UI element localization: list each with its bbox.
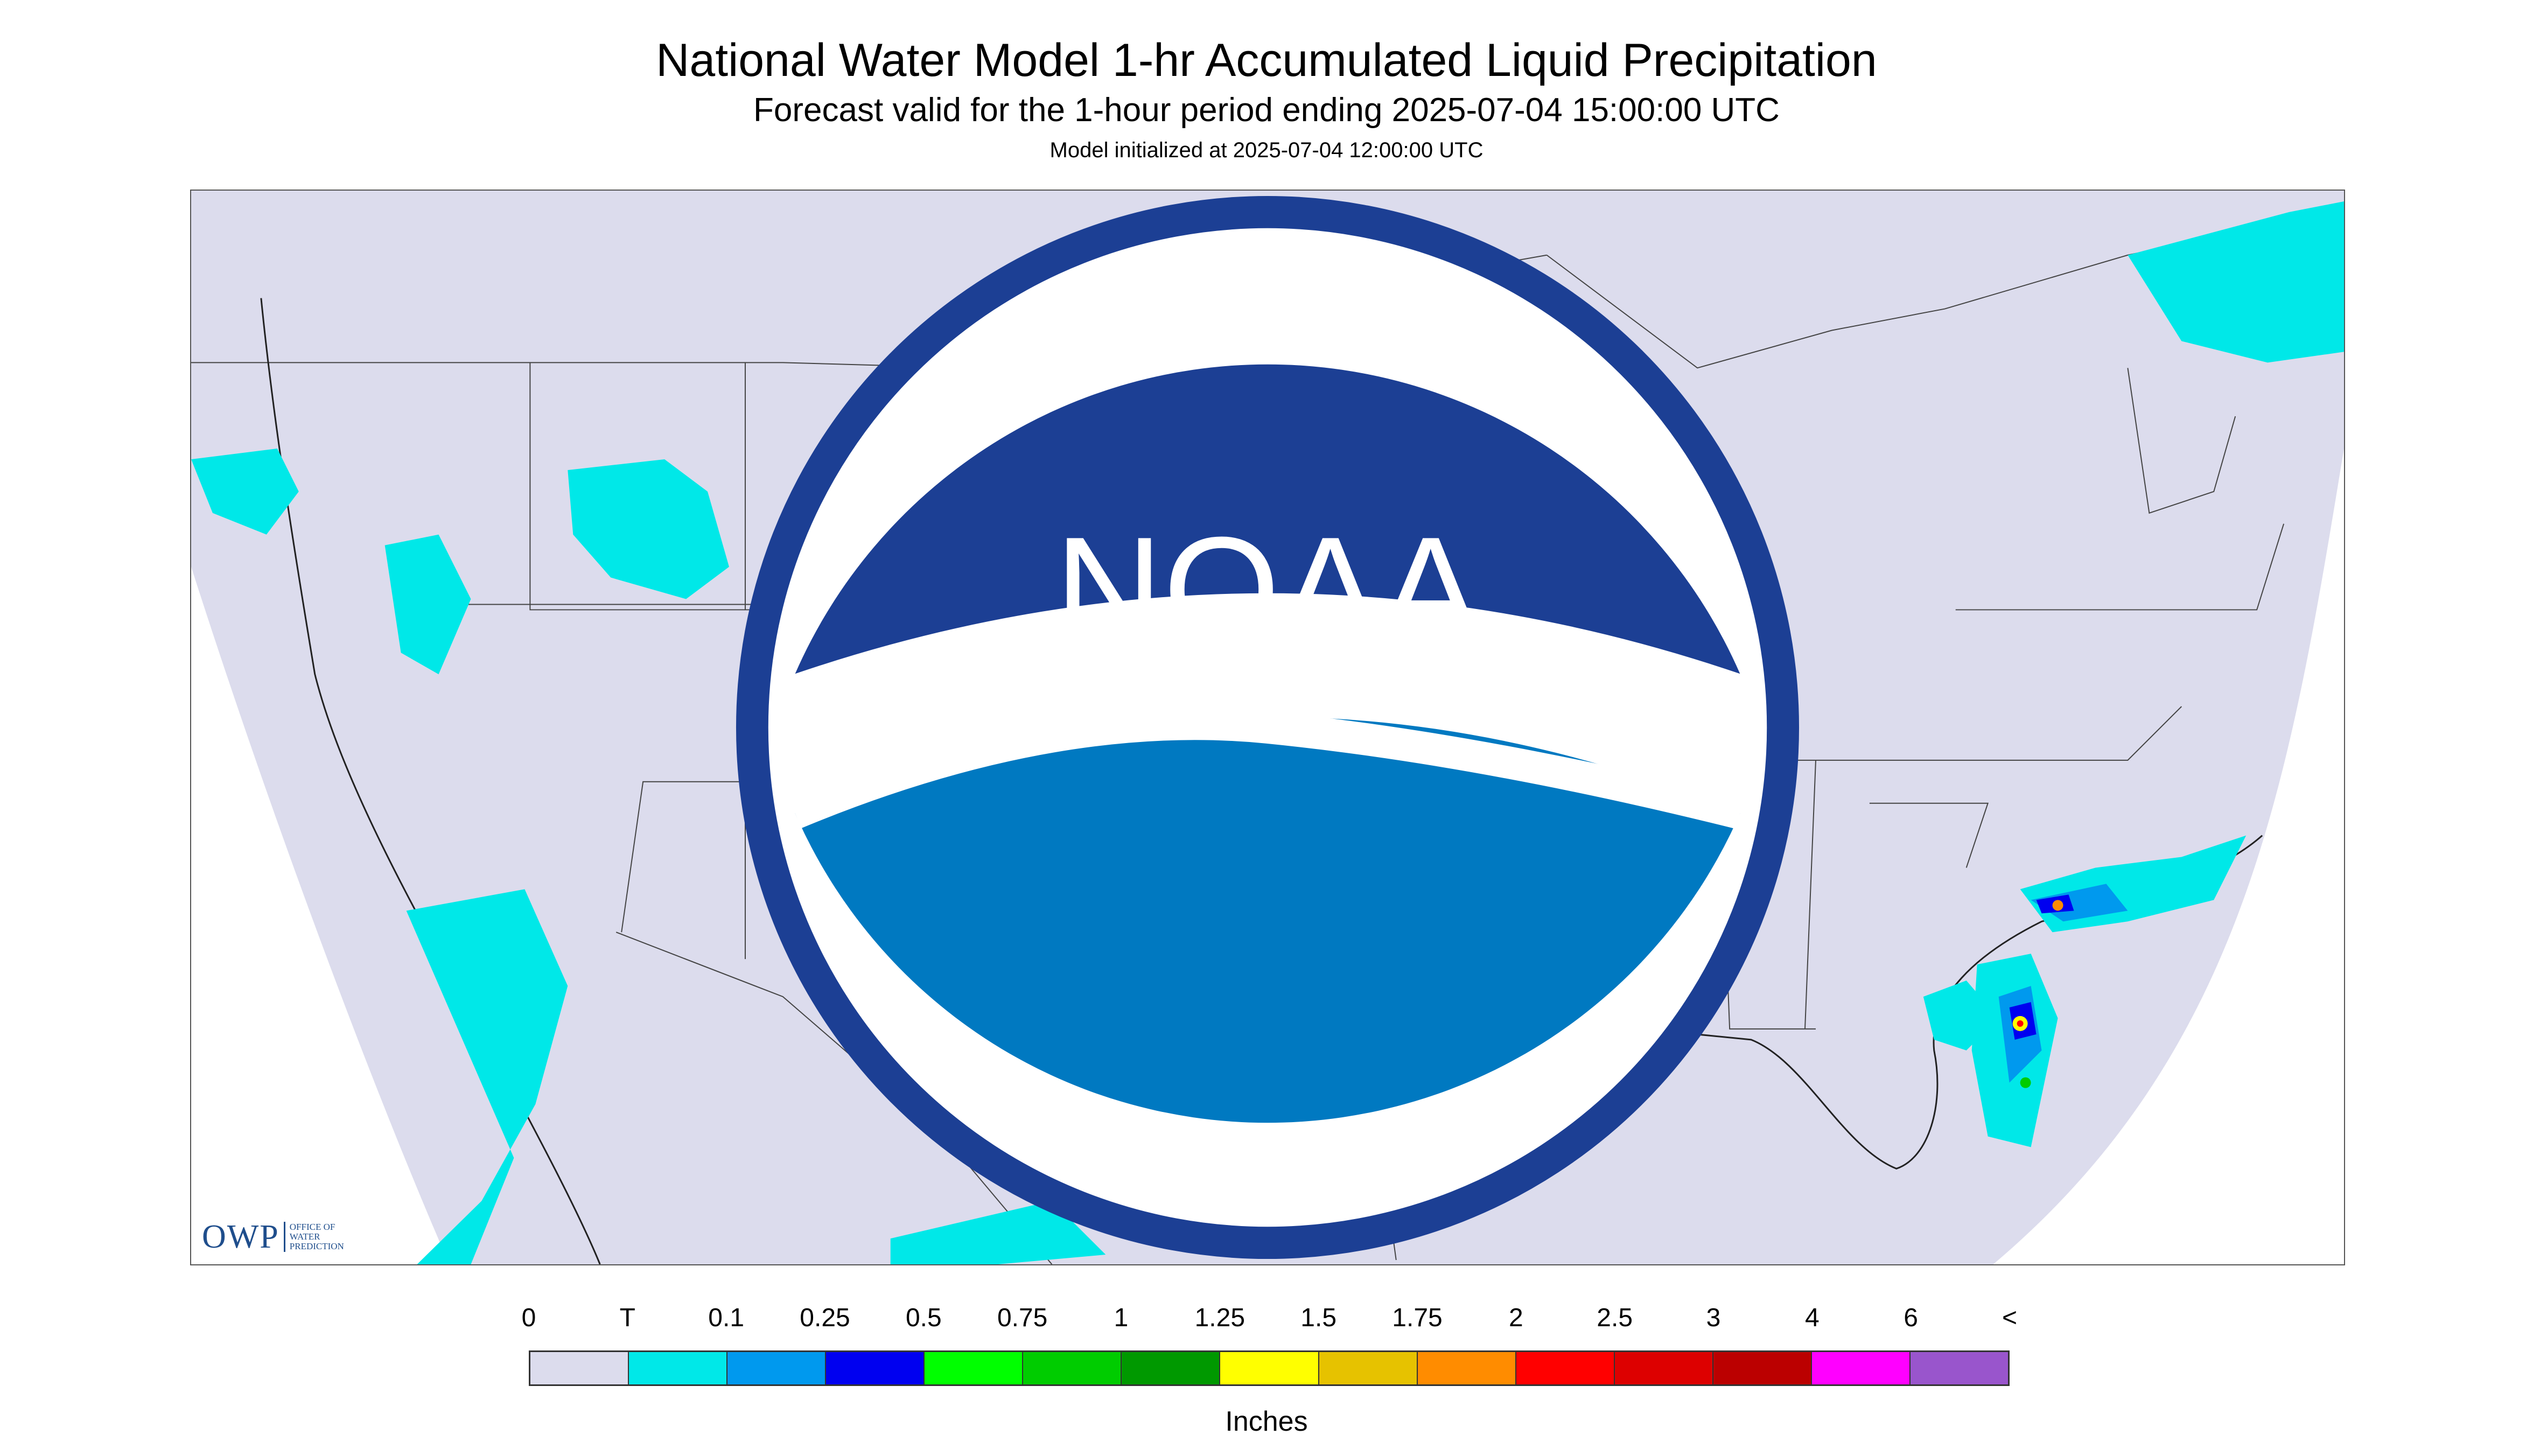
owp-logo-text: OWP [202, 1218, 279, 1255]
legend-swatch [629, 1352, 728, 1384]
legend-label: 1.25 [1194, 1304, 1245, 1332]
legend-label: 0.75 [997, 1304, 1048, 1332]
legend-swatch [925, 1352, 1024, 1384]
noaa-logo-text: NOAA [1054, 506, 1481, 674]
precipitation-map: OWP Office of Water Prediction NOAA [190, 190, 2345, 1265]
noaa-logo-icon: NOAA [736, 195, 1800, 1259]
map-title: National Water Model 1-hr Accumulated Li… [656, 34, 1877, 86]
legend-label: < [2002, 1304, 2018, 1332]
legend-label: 0.25 [800, 1304, 850, 1332]
model-init-time: Model initialized at 2025-07-04 12:00:00… [1049, 138, 1484, 162]
legend-swatch [1023, 1352, 1122, 1384]
legend-label: 4 [1804, 1304, 1820, 1332]
owp-logo: OWP Office of Water Prediction [202, 1218, 344, 1256]
legend-label: 6 [1904, 1304, 1918, 1332]
owp-line-2: Water [289, 1231, 320, 1242]
precip-colorbar [529, 1350, 2010, 1386]
legend-label: T [619, 1304, 635, 1332]
forecast-validity-subtitle: Forecast valid for the 1-hour period end… [753, 92, 1780, 129]
legend-swatch [826, 1352, 925, 1384]
legend-label: 2 [1508, 1304, 1523, 1332]
legend-label: 1.5 [1300, 1304, 1337, 1332]
legend-labels: 0 T 0.1 0.25 0.5 0.75 1 1.25 1.5 1.75 2 2.5 3 4 6 < [0, 1302, 2533, 1334]
legend-swatch [1811, 1352, 1911, 1384]
owp-logo-divider [283, 1222, 285, 1252]
legend-units: Inches [1225, 1406, 1308, 1437]
legend-label: 1 [1114, 1304, 1129, 1332]
legend-swatch [1220, 1352, 1319, 1384]
legend-label: 3 [1706, 1304, 1721, 1332]
legend-swatch [1614, 1352, 1713, 1384]
legend-label: 0 [521, 1304, 536, 1332]
legend-swatch [1122, 1352, 1221, 1384]
legend-swatch [1516, 1352, 1615, 1384]
legend-swatch [1910, 1352, 2008, 1384]
legend-swatch [1417, 1352, 1516, 1384]
owp-logo-subtext: Office of Water Prediction [290, 1222, 344, 1251]
legend-label: 0.5 [905, 1304, 942, 1332]
legend-label: 0.1 [708, 1304, 745, 1332]
legend-swatch [530, 1352, 629, 1384]
legend-label: 2.5 [1597, 1304, 1633, 1332]
legend-label: 1.75 [1392, 1304, 1443, 1332]
legend-swatch [1713, 1352, 1812, 1384]
legend-swatch [727, 1352, 827, 1384]
legend-swatch [1319, 1352, 1418, 1384]
owp-line-1: Office of [289, 1222, 335, 1232]
owp-line-3: Prediction [289, 1241, 344, 1251]
